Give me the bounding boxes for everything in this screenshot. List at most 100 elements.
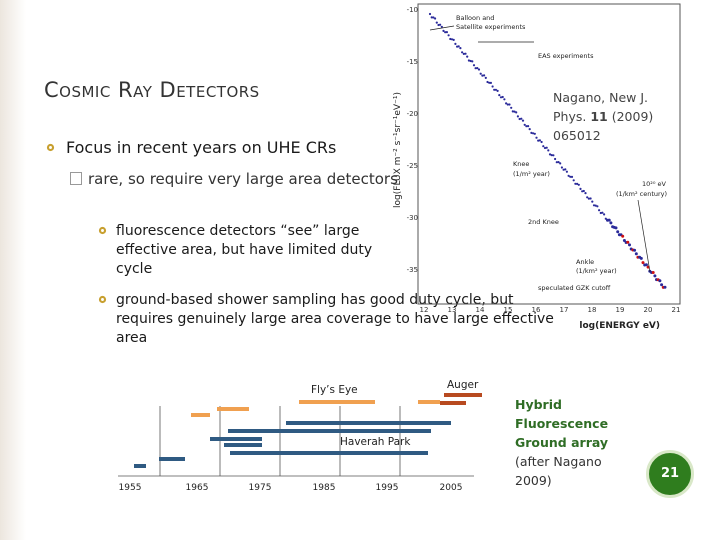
ytick: -30: [407, 214, 418, 222]
spectrum-point: [430, 16, 433, 19]
spectrum-point: [616, 230, 620, 234]
year-label: 1985: [313, 483, 336, 493]
spectrum-point: [442, 29, 445, 32]
spectrum-point: [491, 85, 494, 88]
spectrum-point: [557, 161, 560, 164]
fluorescence-bar: [217, 407, 249, 411]
spectrum-point: [432, 16, 435, 19]
ytick: -20: [407, 110, 418, 118]
spectrum-point: [428, 12, 432, 16]
spectrum-point: [545, 146, 548, 149]
spectrum-point: [533, 132, 536, 135]
bullet-subsub-1: fluorescence detectors “see” large effec…: [98, 222, 398, 279]
annotation-second-knee: 2nd Knee: [528, 218, 559, 226]
ground-array-bar: [230, 451, 428, 455]
spectrum-point: [447, 34, 450, 37]
spectrum-point: [535, 136, 538, 139]
spectrum-point: [560, 166, 563, 169]
spectrum-point: [641, 261, 645, 265]
reference-text: Nagano, New J. Phys.: [553, 90, 649, 124]
bullet-subsub-1-text: fluorescence detectors “see” large effec…: [116, 223, 373, 277]
xtick: 20: [644, 306, 653, 314]
spectrum-point: [466, 55, 469, 58]
annotation-knee-rate: (1/m² year): [513, 170, 550, 178]
annotation-ankle-rate: (1/km² year): [576, 267, 617, 275]
bullet-subsub-2: ground-based shower sampling has good du…: [98, 291, 554, 348]
year-label: 1995: [376, 483, 399, 493]
checkbox-bullet-icon: [70, 172, 82, 185]
spectrum-point: [576, 182, 579, 185]
spectrum-point: [601, 211, 604, 214]
label-flys-eye: Fly’s Eye: [311, 384, 358, 396]
slide-title: Cosmic Ray Detectors: [44, 78, 260, 102]
spectrum-point: [532, 132, 535, 135]
ground-array-bar: [210, 437, 262, 441]
page-number-badge: 21: [646, 450, 694, 498]
xtick: 13: [448, 306, 457, 314]
annotation-energy20: 10²⁰ eV: [642, 180, 667, 188]
spectrum-point: [523, 123, 526, 126]
spectrum-point: [570, 175, 574, 178]
spectrum-point: [459, 47, 462, 50]
spectrum-point: [464, 52, 467, 55]
spectrum-point: [651, 271, 655, 274]
spectrum-point: [559, 162, 562, 165]
spectrum-point: [528, 128, 531, 131]
annotation-ankle: Ankle: [576, 258, 594, 266]
detector-timeline: 1955 1965 1975 1985 1995 2005 Fly: [118, 379, 482, 493]
spectrum-point: [603, 213, 606, 216]
annotation-rate20: (1/km² century): [616, 190, 667, 198]
spectrum-point: [462, 52, 465, 56]
spectrum-point: [574, 182, 577, 185]
spectrum-point: [592, 204, 596, 207]
spectrum-point: [538, 139, 541, 142]
spectrum-point: [639, 256, 643, 260]
spectrum-point: [518, 117, 521, 121]
ground-array-bar: [134, 464, 146, 468]
spectrum-point: [660, 283, 664, 287]
bullet-marker-icon: [46, 143, 55, 152]
spectrum-point: [547, 149, 550, 152]
spectrum-point: [450, 38, 454, 41]
spectrum-point: [550, 154, 553, 157]
plot-xlabel: log(ENERGY eV): [579, 321, 660, 331]
annotation-balloon: Balloon and: [456, 14, 494, 22]
fluorescence-bar: [418, 400, 440, 404]
spectrum-point: [516, 115, 519, 118]
spectrum-point: [614, 226, 618, 230]
xtick: 18: [588, 306, 597, 314]
spectrum-point: [457, 45, 460, 48]
spectrum-point: [521, 119, 525, 122]
spectrum-point: [564, 168, 567, 171]
spectrum-point: [589, 197, 592, 200]
year-label: 1955: [119, 483, 142, 493]
spectrum-point: [499, 96, 503, 99]
spectrum-point: [596, 205, 599, 208]
reference-citation: Nagano, New J. Phys. 11 (2009) 065012: [553, 88, 665, 145]
plot-yticks: -10 -15 -20 -25 -30 -35: [407, 6, 418, 274]
spectrum-point: [484, 76, 487, 79]
reference-volume: 11: [590, 109, 608, 124]
spectrum-point: [506, 103, 509, 106]
label-haverah-park: Haverah Park: [340, 436, 411, 448]
spectrum-point: [626, 240, 630, 244]
spectrum-point: [476, 67, 479, 70]
hybrid-note: 2009): [515, 473, 552, 488]
bullet-marker-icon: [98, 226, 107, 235]
spectrum-point: [505, 102, 508, 105]
spectrum-point: [565, 170, 568, 173]
spectrum-point: [435, 21, 438, 24]
spectrum-point: [508, 103, 511, 106]
spectrum-point: [489, 81, 492, 84]
spectrum-point: [501, 95, 504, 99]
spectrum-point: [454, 42, 457, 46]
spectrum-points: [428, 12, 667, 289]
spectrum-point: [510, 106, 513, 109]
spectrum-point: [604, 217, 607, 220]
spectrum-point: [591, 200, 594, 203]
ytick: -15: [407, 58, 418, 66]
spectrum-point: [628, 243, 631, 247]
timeline-years: 1955 1965 1975 1985 1995 2005: [119, 483, 463, 493]
xtick: 19: [616, 306, 625, 314]
